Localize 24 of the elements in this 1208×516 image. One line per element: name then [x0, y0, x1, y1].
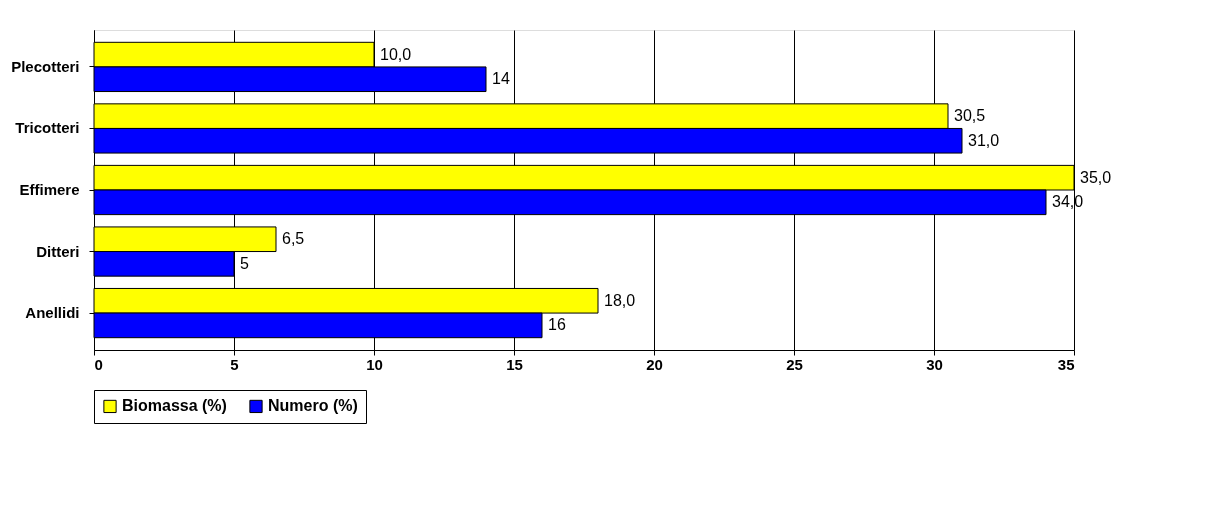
x-tick-label: 30: [926, 355, 943, 373]
x-tick-label: 15: [506, 355, 523, 373]
y-tick-label: Ditteri: [36, 242, 80, 260]
legend-label: Numero (%): [268, 397, 358, 415]
data-label: 5: [240, 254, 249, 272]
x-tick-label: 20: [646, 355, 663, 373]
x-tick-label: 5: [230, 355, 239, 373]
data-label: 18,0: [604, 291, 636, 309]
data-label: 35,0: [1080, 168, 1112, 186]
x-tick-label: 25: [786, 355, 803, 373]
data-label: 6,5: [282, 230, 305, 248]
legend-label: Biomassa (%): [122, 397, 227, 415]
y-tick-label: Anellidi: [25, 304, 80, 322]
data-label: 31,0: [968, 131, 1000, 149]
data-label: 16: [548, 316, 566, 334]
x-tick-label: 10: [366, 355, 383, 373]
data-label: 14: [492, 70, 510, 88]
y-tick-label: Effimere: [19, 181, 80, 198]
data-label: 10,0: [380, 45, 412, 63]
y-tick-label: Plecotteri: [11, 57, 80, 75]
data-label: 30,5: [954, 107, 986, 125]
x-tick-label: 0: [94, 355, 103, 373]
y-tick-label: Tricotteri: [15, 119, 80, 137]
x-tick-label: 35: [1057, 355, 1075, 373]
